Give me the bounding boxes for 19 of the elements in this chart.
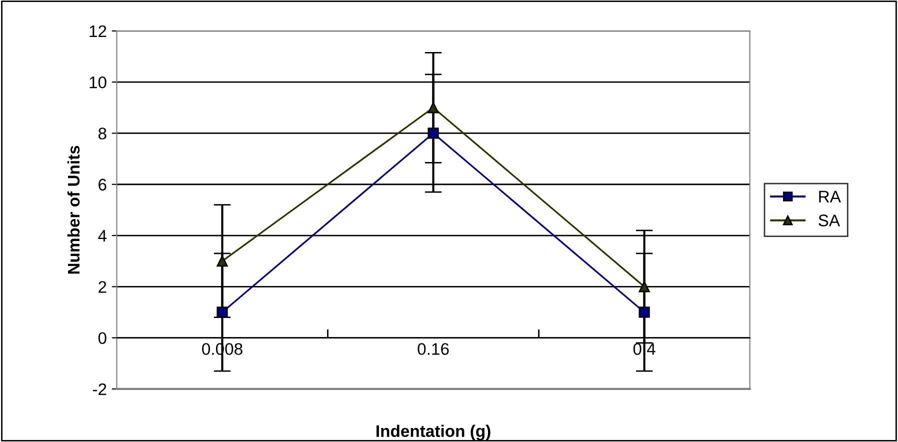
y-axis-title: Number of Units [67,146,80,274]
y-tick-label: 6 [98,178,106,191]
x-axis-title: Indentation (g) [376,424,490,440]
legend-label: RA [819,190,841,202]
y-tick-label: -2 [92,383,106,395]
y-tick-label: 4 [98,230,107,242]
point [638,306,650,318]
point [428,128,439,139]
y-tick-label: 12 [90,25,106,37]
y-tick-label: 10 [90,76,106,88]
y-tick-label: 8 [98,128,106,140]
point [216,256,228,267]
y-tick-label: 0 [98,332,106,344]
y-tick-label: 2 [98,281,106,293]
point [428,102,439,114]
point [216,306,228,318]
point [638,281,650,292]
x-tick-label: 0.16 [418,343,449,355]
legend-label: SA [818,214,840,226]
